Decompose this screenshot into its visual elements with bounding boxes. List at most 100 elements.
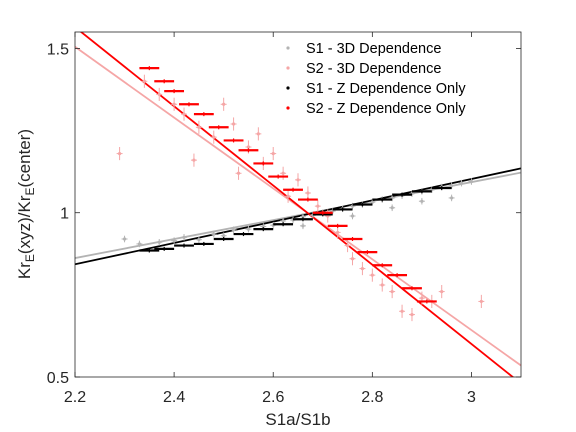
point-marker [459, 181, 464, 185]
x-tick-label: 2.6 [262, 389, 284, 406]
series-1-point [195, 236, 202, 243]
point-marker [271, 151, 275, 156]
series-2-point [220, 97, 227, 111]
series-4-point [357, 250, 378, 255]
y-axis-title-subscript-2: E [23, 188, 37, 196]
point-marker [336, 230, 340, 235]
series-2-point [344, 239, 351, 253]
series-2-point [171, 97, 178, 111]
point-marker [360, 266, 365, 271]
point-marker [380, 283, 384, 287]
series-1-point [156, 239, 163, 246]
x-tick-label: 2.2 [64, 389, 86, 406]
series-4-point [327, 223, 348, 228]
series-4-point [253, 161, 274, 166]
legend-marker [286, 86, 290, 90]
y-axis-title: KrE(xyz)/KrE(center) [15, 129, 37, 279]
point-marker [306, 191, 310, 195]
series-2-point [210, 130, 217, 144]
y-axis-title-subscript-1: E [23, 254, 37, 262]
point-marker [469, 179, 474, 184]
series-1-point [349, 212, 356, 220]
series-3-point [154, 246, 175, 251]
point-marker [350, 214, 355, 218]
point-marker [172, 102, 176, 106]
point-marker [479, 299, 483, 304]
point-marker [316, 204, 320, 208]
point-marker [197, 125, 201, 129]
series-3-point [431, 186, 452, 191]
point-marker [286, 194, 290, 198]
series-3-point [372, 197, 393, 202]
point-marker [281, 171, 285, 175]
series-2-point [478, 294, 485, 308]
point-marker [281, 219, 285, 223]
series-2-point [349, 252, 356, 266]
series-4-point [312, 210, 333, 215]
series-2-point [438, 285, 445, 299]
legend: S1 - 3D Dependence S2 - 3D Dependence S1 -… [286, 41, 466, 117]
series-3-point [332, 207, 353, 212]
point-marker [420, 296, 424, 300]
point-marker [450, 196, 454, 200]
point-marker [390, 206, 394, 210]
point-marker [246, 145, 251, 149]
y-tick-label: 0.5 [47, 370, 69, 387]
series-2-point [285, 189, 292, 203]
series-1-point [245, 225, 252, 233]
series-4-point [223, 138, 244, 143]
point-marker [256, 132, 260, 136]
series-2-point [334, 225, 341, 239]
series-3-point [139, 248, 160, 253]
series-4-point [164, 89, 185, 94]
series-3-point [392, 192, 412, 197]
point-marker [231, 122, 236, 126]
point-marker [301, 215, 305, 219]
series-2-point [304, 186, 311, 200]
point-marker [420, 199, 424, 203]
point-marker [172, 239, 176, 243]
point-marker [118, 151, 122, 156]
series-2-point [359, 262, 366, 276]
point-marker [142, 79, 146, 83]
series-3-point [233, 232, 254, 237]
point-marker [390, 289, 394, 294]
series-3-point [352, 202, 373, 207]
legend-marker [286, 106, 290, 110]
point-marker [440, 289, 444, 294]
y-axis-ticks: 0.5 1 1.5 [47, 41, 521, 387]
series-4-point [268, 174, 289, 179]
point-marker [410, 312, 414, 317]
point-marker [192, 158, 196, 162]
series-1-point [230, 226, 237, 234]
point-marker [261, 224, 265, 229]
series-4-point [298, 197, 318, 202]
y-axis-title-part-1: Kr [15, 262, 34, 279]
series-1-point [210, 230, 217, 238]
series-1-point [299, 222, 306, 230]
series-3-point [253, 227, 274, 232]
point-marker [212, 232, 216, 236]
point-marker [197, 238, 201, 242]
series-2-point [230, 117, 237, 131]
y-tick-label: 1 [60, 206, 69, 223]
y-axis-title-part-2: (xyz)/Kr [15, 195, 34, 254]
point-marker [236, 171, 241, 175]
series-4-point [416, 299, 437, 304]
series-1-point [458, 179, 465, 187]
series-3-point [293, 217, 313, 222]
series-2-point [379, 278, 386, 292]
series-4-point [238, 148, 259, 153]
point-marker [296, 178, 300, 182]
series-3-point [174, 243, 194, 248]
series-4-point [208, 125, 229, 130]
series-2-point [190, 153, 197, 167]
point-marker [350, 257, 355, 261]
fit-lines [75, 32, 521, 377]
series-4-point [283, 187, 303, 192]
fit-line-4 [79, 32, 515, 377]
series-3-point [193, 241, 214, 246]
legend-marker [286, 66, 290, 70]
point-marker [222, 102, 226, 106]
